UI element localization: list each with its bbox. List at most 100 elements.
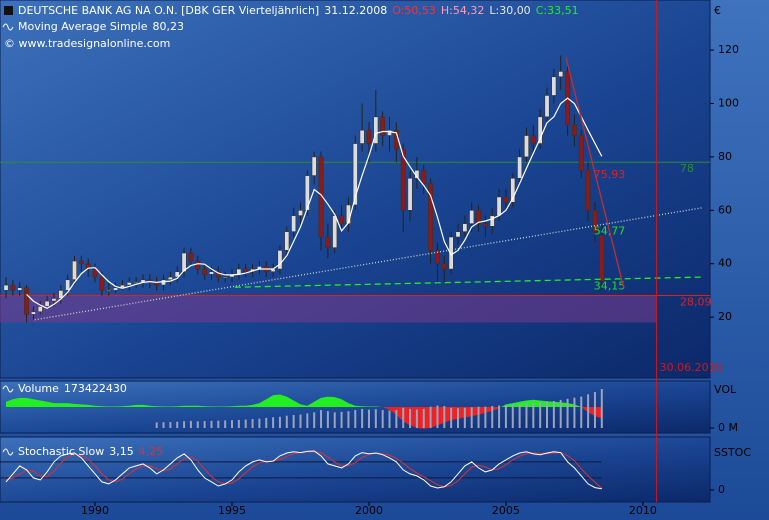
axis-label: SSTOC (714, 446, 751, 459)
x-tick-label: 2005 (492, 504, 520, 517)
ohlc-label: C:33,51 (536, 4, 579, 17)
candle-body (44, 300, 50, 307)
volume-bar (593, 392, 596, 429)
volume-bar (231, 420, 234, 429)
volume-bar (189, 420, 192, 429)
candle-body (434, 250, 440, 265)
line-label: 34,15 (594, 279, 626, 292)
candle-body (85, 263, 91, 270)
volume-bar (415, 409, 418, 429)
candle-body (585, 169, 591, 211)
candle-body (462, 223, 468, 232)
candle-body (551, 76, 557, 96)
candle-body (113, 287, 119, 291)
candle-body (291, 215, 297, 232)
credit: © www.tradesignalonline.com (4, 37, 170, 50)
volume-bar (587, 394, 590, 429)
line-label: 28,09 (680, 296, 712, 309)
trendline (34, 206, 704, 321)
y-tick-label: 80 (718, 150, 732, 163)
candle-body (421, 169, 427, 184)
candle-body (99, 276, 105, 291)
candle-body (517, 156, 523, 179)
ohlc-label: H:54,32 (441, 4, 484, 17)
volume-bar (196, 421, 199, 429)
candle-body (65, 279, 71, 291)
candle-body (284, 231, 290, 251)
candle-body (3, 284, 9, 291)
volume-bar (491, 405, 494, 429)
volume-bar (155, 422, 158, 429)
legend-label: Volume (18, 382, 59, 395)
candle-body (496, 196, 502, 216)
y-tick-label: 120 (718, 43, 739, 56)
candle-body (161, 279, 167, 286)
candle-body (380, 116, 386, 136)
y-tick-label: 20 (718, 310, 732, 323)
volume-bar (347, 411, 350, 429)
ohlc-label: L:30,00 (489, 4, 530, 17)
candle-body (208, 271, 214, 275)
line-label: 78 (680, 162, 694, 175)
volume-bar (456, 408, 459, 429)
volume-bar (244, 419, 247, 429)
candle-body (400, 148, 406, 211)
volume-bar (367, 409, 370, 429)
candle-body (202, 268, 208, 275)
legend-label: Moving Average Simple (18, 20, 148, 33)
volume-bar (539, 402, 542, 429)
candle-body (304, 175, 310, 211)
moving-average (26, 97, 603, 309)
candle-body (441, 263, 447, 270)
y-tick-label: 60 (718, 203, 732, 216)
candle-body (195, 260, 201, 270)
candle-body (530, 135, 536, 144)
oscillator-area (6, 394, 602, 429)
y-tick-label: 0 M (718, 421, 738, 434)
volume-bar (258, 418, 261, 429)
candle-body (366, 129, 372, 144)
candle-body (297, 209, 303, 216)
legend-label: Stochastic Slow (18, 445, 104, 458)
legend-icon (2, 448, 14, 456)
candle-body (167, 276, 173, 281)
volume-bar (237, 419, 240, 429)
volume-bar (463, 407, 466, 429)
volume-bar (333, 412, 336, 429)
volume-bar (600, 389, 603, 429)
ohlc-label: O:50,53 (392, 4, 436, 17)
candle-body (455, 231, 461, 238)
legend-value: 173422430 (64, 382, 127, 395)
volume-bar (361, 408, 364, 429)
candle-body (352, 143, 358, 206)
legend-icon (2, 23, 14, 31)
trendline (234, 276, 704, 288)
candle-body (523, 135, 529, 158)
volume-bar (552, 401, 555, 429)
axis-label: VOL (714, 383, 737, 396)
candle-body (126, 282, 132, 286)
stochastic-panel (0, 436, 711, 503)
candle-body (489, 215, 495, 227)
volume-bar (470, 407, 473, 429)
volume-bar (251, 419, 254, 429)
candle-body (510, 177, 516, 203)
volume-bar (498, 405, 501, 429)
volume-bar (504, 405, 507, 429)
y-tick-label: 40 (718, 257, 732, 270)
candle-body (558, 71, 564, 78)
volume-bar (292, 414, 295, 429)
legend-value: 4,25 (139, 445, 164, 458)
volume-bar (518, 403, 521, 429)
volume-bar (395, 410, 398, 429)
volume-bar (409, 408, 412, 429)
candle-body (181, 252, 187, 273)
volume-bar (436, 405, 439, 429)
volume-bar (176, 421, 179, 429)
legend-value: 80,23 (152, 20, 184, 33)
candle-body (51, 298, 57, 302)
volume-bar (306, 413, 309, 429)
volume-bar (525, 403, 528, 429)
